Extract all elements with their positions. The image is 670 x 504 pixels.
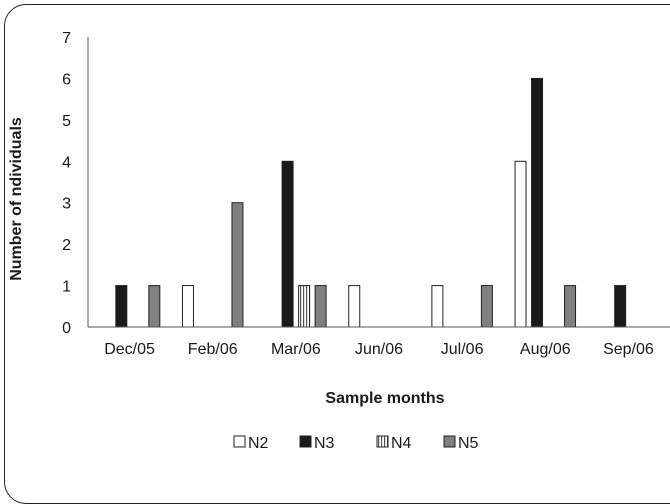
x-tick-label: Sep/06 <box>603 341 654 358</box>
x-tick-label: Aug/06 <box>520 341 571 358</box>
y-tick-label: 2 <box>62 237 71 254</box>
bar-n5-feb-06 <box>231 202 244 328</box>
x-tick-label: Dec/05 <box>104 341 155 358</box>
y-tick-label: 0 <box>62 320 71 337</box>
bar-n5-mar-06 <box>314 285 327 328</box>
y-axis-label: Number of ndividuals <box>8 117 25 281</box>
legend-swatch-n5 <box>443 435 456 448</box>
x-tick-label: Feb/06 <box>188 341 238 358</box>
x-tick-label: Jun/06 <box>355 341 403 358</box>
legend-label-n2: N2 <box>248 435 269 452</box>
x-tick-label: Mar/06 <box>271 341 321 358</box>
bars <box>115 77 627 328</box>
bar-n2-jun-06 <box>348 285 361 328</box>
bar-n5-aug-06 <box>564 285 577 328</box>
legend-swatch-n3 <box>299 435 312 448</box>
bar-n4-mar-06 <box>298 285 311 328</box>
x-axis-tick-labels: Dec/05 Feb/06 Mar/06 Jun/06 Jul/06 Aug/06 Sep/… <box>104 341 654 358</box>
x-axis-label: Sample months <box>325 390 444 407</box>
legend-label-n3: N3 <box>314 435 335 452</box>
y-tick-label: 3 <box>62 196 71 213</box>
bar-n2-aug-06 <box>514 160 527 328</box>
legend: N2 N3 N4 N5 <box>233 435 479 452</box>
bar-n5-jul-06 <box>480 285 493 328</box>
legend-label-n5: N5 <box>458 435 479 452</box>
y-tick-label: 4 <box>62 154 71 171</box>
y-axis-ticks: 0 1 2 3 4 5 6 7 <box>62 30 71 337</box>
x-tick-label: Jul/06 <box>441 341 484 358</box>
y-tick-label: 1 <box>62 279 71 296</box>
legend-swatch-n4 <box>376 435 389 448</box>
bar-n3-sep-06 <box>614 285 627 328</box>
legend-label-n4: N4 <box>391 435 412 452</box>
y-tick-label: 5 <box>62 113 71 130</box>
bar-chart: 0 1 2 3 4 5 6 7 Dec/05 Feb/06 Mar/06 Jun/06 Jul/06 A… <box>8 30 670 452</box>
y-tick-label: 6 <box>62 71 71 88</box>
bar-n2-jul-06 <box>431 285 444 328</box>
bar-n5-dec-05 <box>148 285 161 328</box>
bar-n3-mar-06 <box>281 160 294 328</box>
bar-n2-feb-06 <box>181 285 194 328</box>
bar-n3-dec-05 <box>115 285 128 328</box>
legend-swatch-n2 <box>233 435 246 448</box>
bar-n3-aug-06 <box>531 77 544 328</box>
y-tick-label: 7 <box>62 30 71 47</box>
